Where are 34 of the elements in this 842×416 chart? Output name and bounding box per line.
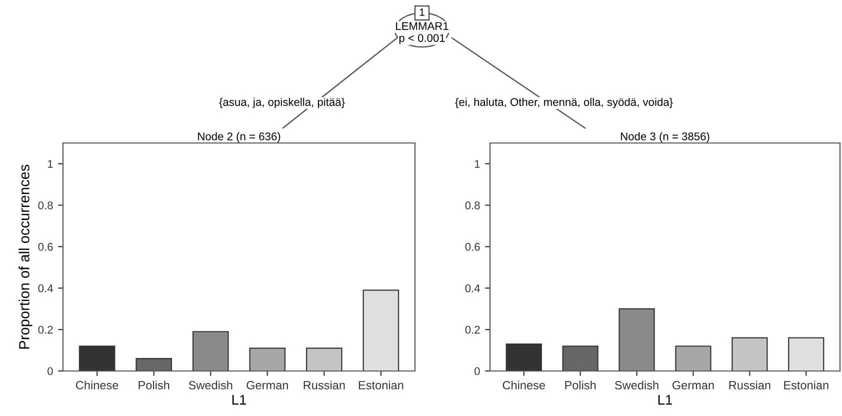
text: {ei, haluta, Other, mennä, olla, syödä, voida} [455,98,673,108]
text: {asua, ja, opiskella, pitää} [219,98,345,108]
y-tick-label: 0.6 [38,242,53,251]
x-tick-label: Chinese [76,380,118,390]
text: LEMMAR1 [396,22,448,30]
text: p < 0.001 [399,34,445,44]
x-tick-label: Swedish [615,380,658,390]
y-tick-label: 1 [474,160,480,168]
text: 1 [420,8,424,16]
x-tick-label: Polish [565,380,596,390]
y-tick-label: 0 [474,367,480,376]
x-axis-title: L1 [232,395,246,405]
x-tick-label: Swedish [188,380,232,390]
x-tick-label: German [672,381,714,390]
x-tick-label: Estonian [784,380,828,390]
x-tick-label: Estonian [358,380,404,390]
y-axis-title: Proportion of all occurrences [18,164,32,349]
x-tick-label: Chinese [502,380,546,390]
y-tick-label: 0.8 [38,201,53,210]
y-tick-label: 0.2 [465,326,480,334]
y-tick-label: 0.8 [465,201,480,210]
y-tick-label: 0.4 [465,284,480,292]
x-tick-label: German [246,381,288,390]
y-tick-label: 0.4 [38,284,53,292]
chart-title: Node 2 (n = 636) [198,132,280,143]
y-tick-label: 0.6 [465,242,480,251]
x-tick-label: Polish [138,380,170,390]
y-tick-label: 0 [48,367,53,376]
y-tick-label: 1 [48,160,53,168]
x-axis-title: L1 [658,395,672,405]
x-tick-label: Russian [729,380,770,390]
chart-title: Node 3 (n = 3856) [620,132,710,143]
x-tick-label: Russian [304,380,345,390]
y-tick-label: 0.2 [38,326,53,334]
